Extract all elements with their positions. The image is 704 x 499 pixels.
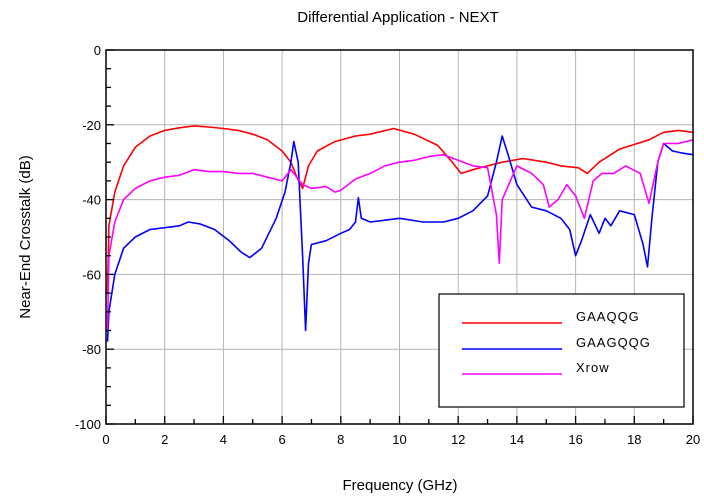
- y-tick-label: -60: [82, 267, 101, 282]
- legend-label: GAAQQG: [576, 309, 640, 324]
- x-tick-label: 8: [337, 432, 344, 447]
- x-tick-label: 0: [102, 432, 109, 447]
- series-line-gaagqqg: [106, 135, 694, 342]
- x-tick-label: 6: [278, 432, 285, 447]
- ticks: [105, 49, 694, 425]
- series-line-xrow: [106, 139, 694, 331]
- x-tick-label: 20: [686, 432, 700, 447]
- y-tick-label: -20: [82, 118, 101, 133]
- legend-label: Xrow: [576, 360, 610, 375]
- x-tick-label: 18: [627, 432, 641, 447]
- y-tick-label: 0: [94, 43, 101, 58]
- legend-box: [438, 293, 685, 408]
- y-axis-label: Near-End Crosstalk (dB): [17, 155, 34, 318]
- series-line-gaaqqg: [106, 125, 694, 294]
- y-tick-label: -80: [82, 342, 101, 357]
- x-axis-label: Frequency (GHz): [342, 477, 457, 494]
- legend-items: GAAQQG GAAGQQG Xrow: [462, 309, 651, 375]
- x-tick-label: 12: [451, 432, 465, 447]
- y-tick-label: -100: [75, 417, 101, 432]
- x-tick-label: 2: [161, 432, 168, 447]
- x-tick-label: 10: [392, 432, 406, 447]
- series-group: [106, 125, 694, 342]
- chart-title: Differential Application - NEXT: [297, 9, 498, 26]
- x-tick-label: 14: [510, 432, 524, 447]
- legend-label: GAAGQQG: [576, 335, 651, 350]
- x-tick-label: 4: [220, 432, 227, 447]
- y-tick-label: -40: [82, 193, 101, 208]
- x-tick-label: 16: [568, 432, 582, 447]
- legend: GAAQQG GAAGQQG Xrow: [438, 293, 685, 408]
- tick-labels: 0 2 4 6 8 10 12 14 16 18 20 0 -20 -40 -60 -80 -100: [75, 43, 700, 447]
